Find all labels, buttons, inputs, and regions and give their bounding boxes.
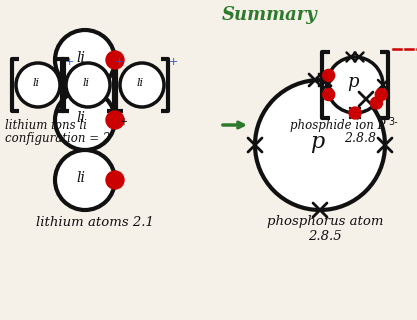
Text: li: li — [76, 51, 85, 65]
Text: configuration = 2: configuration = 2 — [5, 132, 111, 145]
Circle shape — [120, 63, 164, 107]
Circle shape — [375, 89, 387, 100]
Circle shape — [370, 97, 382, 109]
Text: li: li — [136, 78, 143, 88]
Text: phosphide ion P: phosphide ion P — [290, 118, 385, 132]
Circle shape — [349, 107, 361, 119]
Text: +: + — [114, 57, 124, 67]
Circle shape — [327, 57, 383, 113]
Circle shape — [106, 51, 124, 69]
Text: li: li — [33, 78, 40, 88]
Circle shape — [323, 69, 335, 81]
Circle shape — [55, 150, 115, 210]
Circle shape — [55, 30, 115, 90]
Circle shape — [106, 111, 124, 129]
Text: li: li — [83, 78, 90, 88]
Text: 2.8.8: 2.8.8 — [344, 132, 376, 145]
Text: +: + — [168, 57, 178, 67]
Text: 3-: 3- — [388, 117, 398, 127]
Text: li: li — [76, 111, 85, 125]
Circle shape — [16, 63, 60, 107]
Circle shape — [255, 80, 385, 210]
Text: p: p — [347, 73, 359, 91]
Text: li: li — [76, 171, 85, 185]
Circle shape — [106, 171, 124, 189]
Text: p: p — [310, 131, 324, 153]
Circle shape — [55, 90, 115, 150]
Text: +: + — [64, 57, 74, 67]
Text: +: + — [119, 117, 127, 127]
Text: lithium ions li: lithium ions li — [5, 118, 87, 132]
Text: lithium atoms 2.1: lithium atoms 2.1 — [36, 215, 154, 228]
Circle shape — [323, 89, 335, 100]
Circle shape — [66, 63, 110, 107]
Text: 2.8.5: 2.8.5 — [308, 229, 342, 243]
Text: phosphorus atom: phosphorus atom — [267, 215, 383, 228]
Text: Summary: Summary — [222, 6, 318, 24]
